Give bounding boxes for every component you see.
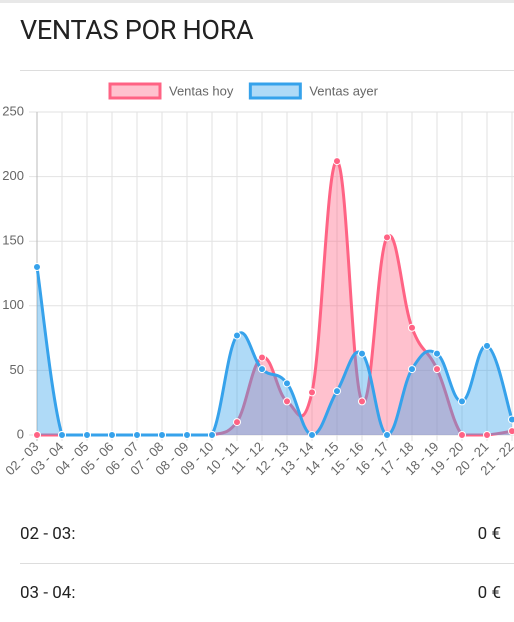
point (133, 431, 141, 439)
point (483, 341, 491, 350)
point (333, 157, 341, 166)
point (233, 418, 241, 427)
y-tick-label: 250 (2, 103, 24, 118)
y-tick-label: 100 (2, 297, 24, 312)
point (33, 263, 41, 272)
y-tick-label: 150 (2, 233, 24, 248)
point (283, 397, 291, 406)
legend-label: Ventas hoy (169, 83, 234, 98)
top-bar (0, 0, 514, 3)
row-value: 0 € (477, 583, 501, 603)
point (508, 415, 514, 424)
legend-swatch (248, 82, 302, 100)
point (283, 379, 291, 388)
point (33, 431, 41, 439)
divider (20, 70, 514, 71)
point (258, 353, 266, 362)
legend-label: Ventas ayer (309, 83, 378, 98)
y-tick-label: 0 (17, 426, 24, 441)
row-value: 0 € (477, 524, 501, 544)
page-title: VENTAS POR HORA (20, 14, 254, 46)
point (308, 431, 316, 439)
y-tick-label: 50 (10, 362, 24, 377)
point (383, 431, 391, 439)
point (408, 323, 416, 332)
legend-swatch (108, 82, 162, 100)
point (433, 349, 441, 358)
list-row[interactable]: 02 - 03: 0 € (20, 505, 514, 564)
point (483, 431, 491, 439)
point (358, 349, 366, 358)
area (37, 267, 512, 435)
point (433, 365, 441, 374)
point (183, 431, 191, 439)
point (258, 365, 266, 374)
point (83, 431, 91, 439)
point (308, 388, 316, 397)
point (508, 427, 514, 436)
y-tick-label: 200 (2, 168, 24, 183)
point (208, 431, 216, 439)
point (383, 233, 391, 242)
row-label: 03 - 04: (20, 583, 76, 603)
point (333, 387, 341, 396)
point (233, 331, 241, 340)
point (458, 397, 466, 406)
point (108, 431, 116, 439)
list-row[interactable]: 03 - 04: 0 € (20, 564, 514, 622)
point (358, 397, 366, 406)
row-label: 02 - 03: (20, 524, 76, 544)
point (408, 365, 416, 374)
point (58, 431, 66, 439)
legend: Ventas hoy Ventas ayer (108, 82, 379, 100)
point (158, 431, 166, 439)
area (37, 161, 512, 436)
point (458, 431, 466, 439)
